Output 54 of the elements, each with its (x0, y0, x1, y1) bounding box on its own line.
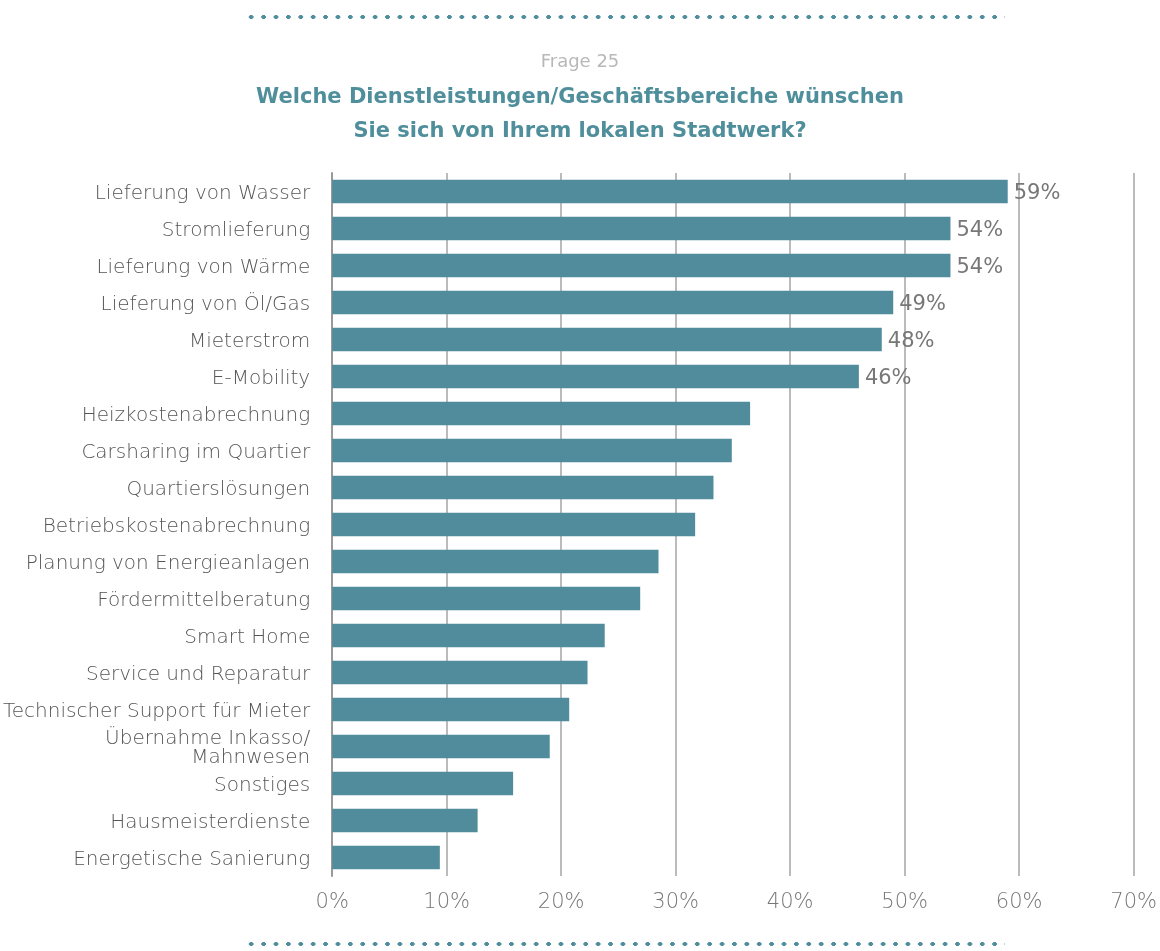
y-tick-label: Carsharing im Quartier (81, 438, 311, 463)
y-tick-label: Lieferung von Wärme (96, 253, 311, 278)
y-tick-label: Übernahme Inkasso/ Mahnwesen (105, 725, 311, 768)
x-tick-label: 20% (537, 888, 585, 913)
bar (332, 771, 514, 796)
y-tick-label: E-Mobility (211, 364, 311, 389)
bar (332, 475, 714, 500)
x-tick-label: 60% (995, 888, 1043, 913)
x-tick-label: 30% (652, 888, 700, 913)
bar (332, 845, 440, 870)
bar (332, 697, 570, 722)
y-tick-label: Lieferung von Wasser (94, 179, 311, 204)
bar (332, 512, 696, 537)
x-tick-label: 0% (315, 888, 349, 913)
x-tick-label: 40% (766, 888, 814, 913)
bar (332, 623, 605, 648)
y-tick-label: Energetische Sanierung (73, 845, 311, 870)
bar (332, 253, 951, 278)
bar (332, 401, 751, 426)
bar (332, 660, 588, 685)
data-label: 54% (956, 253, 1004, 278)
y-tick-label: Mieterstrom (188, 327, 311, 352)
bar (332, 808, 478, 833)
y-tick-label: Technischer Support für Mieter (2, 697, 311, 722)
bar (332, 327, 882, 352)
y-tick-label: Service und Reparatur (86, 660, 311, 685)
x-tick-label: 10% (423, 888, 471, 913)
y-tick-label: Betriebskostenabrechnung (42, 512, 311, 537)
bar (332, 290, 894, 315)
data-label: 46% (864, 364, 912, 389)
x-tick-label: 50% (881, 888, 929, 913)
y-tick-label: Planung von Energieanlagen (25, 549, 311, 574)
data-label: 48% (887, 327, 935, 352)
chart-subtitle: Frage 25 (540, 49, 620, 71)
bar (332, 549, 659, 574)
y-tick-label: Stromlieferung (161, 216, 311, 241)
bar (332, 364, 859, 389)
bar (332, 216, 951, 241)
data-label: 54% (956, 216, 1004, 241)
y-tick-label: Hausmeisterdienste (110, 808, 311, 833)
y-tick-label: Quartierslösungen (126, 475, 311, 500)
data-label: 59% (1013, 179, 1061, 204)
data-label: 49% (899, 290, 946, 315)
chart-title: Welche Dienstleistungen/Geschäftsbereiche wünschen Sie sich von Ihrem lokalen Stadtwerk? (256, 84, 904, 142)
x-tick-label: 70% (1110, 888, 1158, 913)
bar (332, 438, 732, 463)
y-tick-label: Sonstiges (214, 771, 311, 796)
y-tick-label: Fördermittelberatung (97, 586, 311, 611)
y-tick-label: Lieferung von Öl/Gas (100, 290, 311, 315)
y-tick-label: Heizkostenabrechnung (81, 401, 311, 426)
y-tick-label: Smart Home (184, 623, 311, 648)
bar (332, 734, 550, 759)
bar (332, 586, 641, 611)
bar (332, 179, 1008, 204)
